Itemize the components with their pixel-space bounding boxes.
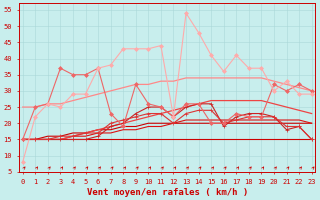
X-axis label: Vent moyen/en rafales ( km/h ): Vent moyen/en rafales ( km/h ): [86, 188, 248, 197]
